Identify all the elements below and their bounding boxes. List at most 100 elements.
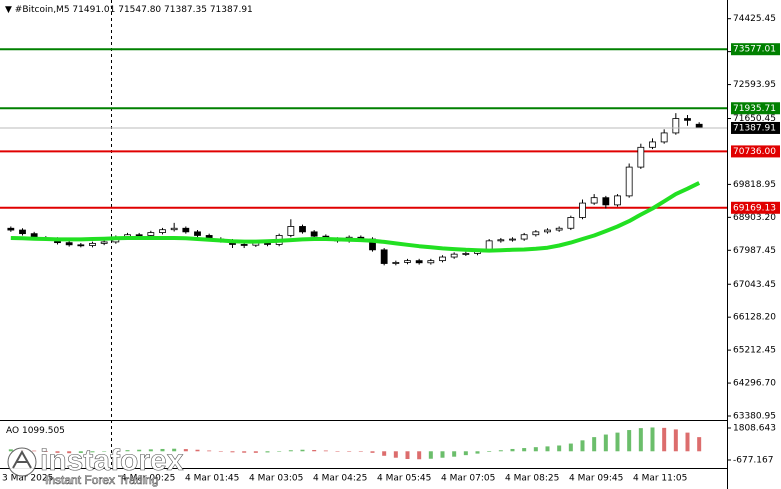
y-tick-label: 66128.20 <box>733 313 776 323</box>
candle-body <box>182 227 190 233</box>
candle-body <box>287 226 295 236</box>
candle-body <box>532 231 540 236</box>
y-tick-label: 65212.45 <box>733 346 776 356</box>
ao-bar <box>125 450 130 452</box>
ao-bar <box>475 451 480 454</box>
x-tick-label: 4 Mar 01:45 <box>185 474 239 484</box>
ao-bar <box>382 451 387 456</box>
chart-header: ▼ #Bitcoin,M5 71491.01 71547.80 71387.35… <box>5 5 253 15</box>
candle-body <box>625 166 633 197</box>
candle-body <box>660 132 668 143</box>
watermark: instaforex Instant Forex Trading <box>7 444 184 487</box>
y-tick-label: 68903.20 <box>733 213 776 223</box>
ao-bar <box>277 451 282 452</box>
ao-bar <box>522 448 527 452</box>
y-tick-label: 69818.95 <box>733 180 776 190</box>
candle-body <box>404 260 411 263</box>
x-tick-label: 4 Mar 04:25 <box>313 474 367 484</box>
candle-body <box>544 229 551 233</box>
candle-body <box>100 241 108 244</box>
ao-bar <box>90 451 95 453</box>
ao-bar <box>8 449 13 452</box>
header-arrow: ▼ <box>5 5 15 15</box>
y-tick-label: 1808.643 <box>733 424 776 434</box>
candle-body <box>590 197 598 204</box>
candle-body <box>170 227 178 231</box>
level-label: 73577.01 <box>733 45 776 55</box>
ao-bar <box>697 437 702 452</box>
price-label-box <box>731 121 780 134</box>
ao-bar <box>440 451 445 458</box>
ao-bar <box>218 451 223 452</box>
ao-bar <box>662 427 667 452</box>
ao-bar <box>137 449 142 452</box>
ao-bar <box>300 449 305 452</box>
level-label-box <box>731 145 780 158</box>
candle-body <box>567 217 575 229</box>
y-tick-label: 64296.70 <box>733 379 776 389</box>
x-tick-label: 4 Mar 09:45 <box>569 474 623 484</box>
ao-bar <box>580 440 585 452</box>
candle-body <box>147 232 155 236</box>
candle-body <box>7 227 15 231</box>
y-tick-label: -677.167 <box>733 455 773 465</box>
ao-bar <box>207 450 212 452</box>
y-tick-label: 67043.45 <box>733 280 776 290</box>
candle-body <box>19 229 26 235</box>
candle-body <box>439 256 446 262</box>
ao-bar <box>230 451 235 453</box>
ao-value: 1099.505 <box>22 426 65 436</box>
candle-body <box>392 262 400 264</box>
ao-bar <box>323 450 328 452</box>
ao-bar <box>638 428 643 452</box>
candle-body <box>602 197 610 206</box>
ao-bar <box>358 451 363 452</box>
ao-bar <box>148 449 153 452</box>
candle-body <box>240 244 248 246</box>
candle-body <box>310 231 318 237</box>
y-tick-label: 72593.95 <box>733 80 776 90</box>
ao-bar <box>615 432 620 452</box>
x-tick-label: 4 Mar 00:25 <box>121 474 175 484</box>
ao-bar <box>78 451 83 453</box>
candle-body <box>695 123 703 129</box>
ao-bar <box>172 448 177 452</box>
y-tick-label: 63380.95 <box>733 412 776 422</box>
level-label: 71935.71 <box>733 104 776 114</box>
ao-label: AO 1099.505 <box>6 426 65 436</box>
ao-bar <box>55 451 60 453</box>
ao-bar <box>288 450 293 452</box>
candle-body <box>555 227 563 231</box>
ao-bar <box>195 449 200 452</box>
level-label-box <box>731 201 780 214</box>
candle-body <box>637 146 645 168</box>
header-text: #Bitcoin,M5 71491.01 71547.80 71387.35 7… <box>15 5 253 15</box>
ao-bar <box>685 432 690 452</box>
ao-bar <box>67 451 72 454</box>
ao-bar <box>568 443 573 452</box>
moving-average <box>10 181 701 253</box>
x-tick-label: 4 Mar 11:05 <box>633 474 687 484</box>
ao-bar <box>370 451 375 453</box>
ao-bar <box>463 451 468 456</box>
candle-body <box>614 195 621 206</box>
y-tick-label: 71650.45 <box>733 114 776 124</box>
ao-bar <box>102 451 107 452</box>
ao-bar <box>510 448 515 452</box>
watermark-icon-glyph <box>12 449 32 469</box>
ao-bar <box>32 450 37 452</box>
level-label: 70736.00 <box>733 147 776 157</box>
candle-body <box>684 118 691 121</box>
ao-bar <box>393 451 398 458</box>
ao-bar <box>347 451 352 452</box>
ao-bar <box>452 451 457 457</box>
candle-body <box>159 229 166 233</box>
x-tick-label: 4 Mar 07:05 <box>441 474 495 484</box>
candle-body <box>77 244 85 247</box>
ao-bar <box>650 427 655 452</box>
candle-body <box>579 202 586 218</box>
y-tick-label: 67987.45 <box>733 246 776 256</box>
candle-body <box>135 234 143 237</box>
ao-bar <box>627 430 632 452</box>
